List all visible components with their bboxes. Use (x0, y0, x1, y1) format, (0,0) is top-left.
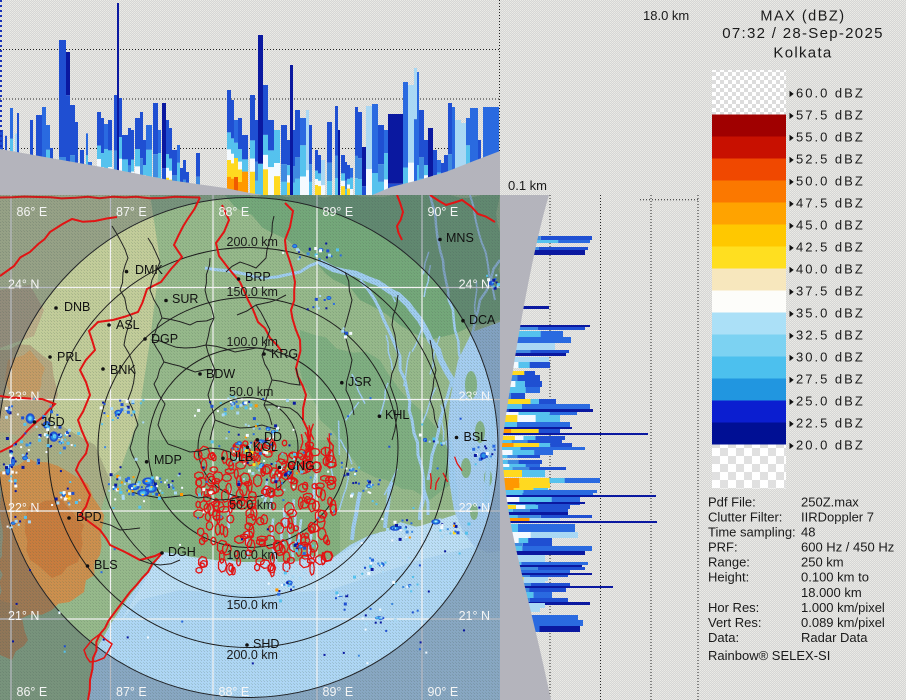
svg-text:60.0 dBZ: 60.0 dBZ (796, 86, 865, 101)
svg-text:150.0 km: 150.0 km (227, 285, 278, 299)
svg-text:22° N: 22° N (459, 501, 490, 515)
svg-text:23° N: 23° N (459, 390, 490, 404)
svg-text:0.089 km/pixel: 0.089 km/pixel (801, 615, 885, 630)
svg-text:600 Hz / 450 Hz: 600 Hz / 450 Hz (801, 540, 894, 555)
svg-text:21° N: 21° N (459, 609, 490, 623)
svg-text:Hor Res:: Hor Res: (708, 600, 759, 615)
svg-text:18.0 km: 18.0 km (643, 8, 689, 23)
svg-text:JSD: JSD (41, 415, 65, 429)
svg-text:07:32 / 28-Sep-2025: 07:32 / 28-Sep-2025 (722, 25, 883, 42)
svg-text:20.0 dBZ: 20.0 dBZ (796, 438, 865, 453)
svg-text:MAX (dBZ): MAX (dBZ) (760, 9, 845, 25)
svg-text:DGP: DGP (151, 332, 178, 346)
svg-text:Time sampling:: Time sampling: (708, 525, 796, 540)
svg-text:87° E: 87° E (116, 205, 147, 219)
svg-text:IIRDoppler 7: IIRDoppler 7 (801, 510, 874, 525)
svg-text:MDP: MDP (154, 453, 182, 467)
svg-text:24° N: 24° N (8, 278, 39, 292)
svg-text:57.5 dBZ: 57.5 dBZ (796, 108, 865, 123)
svg-text:DNB: DNB (64, 300, 90, 314)
svg-text:48: 48 (801, 525, 815, 540)
svg-text:200.0 km: 200.0 km (227, 235, 278, 249)
svg-text:30.0 dBZ: 30.0 dBZ (796, 350, 865, 365)
svg-text:ASL: ASL (116, 318, 140, 332)
svg-text:Clutter Filter:: Clutter Filter: (708, 510, 782, 525)
svg-text:Data:: Data: (708, 630, 739, 645)
svg-text:89° E: 89° E (323, 685, 354, 699)
svg-text:DMK: DMK (135, 263, 163, 277)
svg-text:86° E: 86° E (17, 205, 48, 219)
svg-text:100.0 km: 100.0 km (227, 335, 278, 349)
svg-text:21° N: 21° N (8, 609, 39, 623)
svg-text:90° E: 90° E (428, 685, 459, 699)
svg-text:KOL: KOL (253, 440, 278, 454)
svg-text:BLS: BLS (94, 558, 118, 572)
svg-text:0.1 km: 0.1 km (508, 178, 547, 193)
svg-text:35.0 dBZ: 35.0 dBZ (796, 306, 865, 321)
svg-text:32.5 dBZ: 32.5 dBZ (796, 328, 865, 343)
svg-text:CNG: CNG (287, 459, 315, 473)
svg-text:KRG: KRG (271, 347, 298, 361)
svg-text:SHD: SHD (253, 637, 279, 651)
svg-text:88° E: 88° E (219, 685, 250, 699)
svg-text:87° E: 87° E (116, 685, 147, 699)
svg-text:100.0 km: 100.0 km (227, 548, 278, 562)
svg-text:DCA: DCA (469, 313, 496, 327)
svg-text:40.0 dBZ: 40.0 dBZ (796, 262, 865, 277)
svg-text:27.5 dBZ: 27.5 dBZ (796, 372, 865, 387)
svg-text:SUR: SUR (172, 292, 198, 306)
svg-text:DGH: DGH (168, 545, 196, 559)
svg-text:Range:: Range: (708, 555, 750, 570)
svg-text:BNK: BNK (110, 363, 136, 377)
svg-text:45.0 dBZ: 45.0 dBZ (796, 218, 865, 233)
svg-text:24° N: 24° N (459, 278, 490, 292)
svg-text:22.5 dBZ: 22.5 dBZ (796, 416, 865, 431)
svg-text:BDW: BDW (206, 367, 235, 381)
svg-text:BRP: BRP (245, 270, 271, 284)
svg-text:200.0 km: 200.0 km (227, 648, 278, 662)
svg-text:BPD: BPD (76, 510, 102, 524)
svg-text:37.5 dBZ: 37.5 dBZ (796, 284, 865, 299)
svg-text:KHL: KHL (385, 408, 409, 422)
svg-text:Height:: Height: (708, 570, 749, 585)
svg-text:150.0 km: 150.0 km (227, 598, 278, 612)
svg-text:52.5 dBZ: 52.5 dBZ (796, 152, 865, 167)
svg-text:Vert Res:: Vert Res: (708, 615, 761, 630)
svg-text:50.0 km: 50.0 km (229, 498, 273, 512)
svg-text:0.100 km to: 0.100 km to (801, 570, 869, 585)
svg-text:25.0 dBZ: 25.0 dBZ (796, 394, 865, 409)
svg-text:50.0 km: 50.0 km (229, 385, 273, 399)
svg-text:55.0 dBZ: 55.0 dBZ (796, 130, 865, 145)
svg-text:1.000 km/pixel: 1.000 km/pixel (801, 600, 885, 615)
svg-text:ULB: ULB (229, 450, 253, 464)
svg-text:MNS: MNS (446, 231, 474, 245)
svg-text:22° N: 22° N (8, 501, 39, 515)
svg-text:PRF:: PRF: (708, 540, 738, 555)
svg-text:250Z.max: 250Z.max (801, 495, 859, 510)
svg-text:90° E: 90° E (428, 205, 459, 219)
svg-text:18.000 km: 18.000 km (801, 585, 862, 600)
svg-text:88° E: 88° E (219, 205, 250, 219)
svg-text:BSL: BSL (464, 430, 488, 444)
svg-text:47.5 dBZ: 47.5 dBZ (796, 196, 865, 211)
svg-text:50.0 dBZ: 50.0 dBZ (796, 174, 865, 189)
svg-text:JSR: JSR (348, 375, 372, 389)
svg-text:Pdf File:: Pdf File: (708, 495, 756, 510)
svg-text:42.5 dBZ: 42.5 dBZ (796, 240, 865, 255)
svg-text:Radar Data: Radar Data (801, 630, 868, 645)
svg-text:250 km: 250 km (801, 555, 844, 570)
svg-text:PRL: PRL (57, 350, 81, 364)
svg-text:DD: DD (264, 430, 282, 444)
svg-text:23° N: 23° N (8, 390, 39, 404)
svg-text:Rainbow® SELEX-SI: Rainbow® SELEX-SI (708, 648, 830, 663)
svg-text:89° E: 89° E (323, 205, 354, 219)
svg-text:86° E: 86° E (17, 685, 48, 699)
svg-text:Kolkata: Kolkata (773, 45, 832, 62)
